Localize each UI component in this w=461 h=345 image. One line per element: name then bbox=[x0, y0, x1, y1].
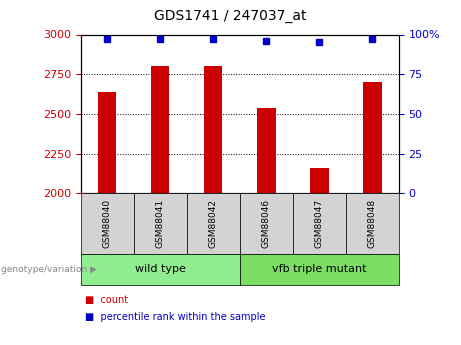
Bar bbox=[151, 66, 170, 193]
Text: GSM88046: GSM88046 bbox=[262, 199, 271, 248]
Text: wild type: wild type bbox=[135, 264, 186, 274]
Bar bbox=[204, 66, 223, 193]
Text: GSM88048: GSM88048 bbox=[368, 199, 377, 248]
Bar bbox=[310, 168, 329, 193]
Text: GSM88040: GSM88040 bbox=[103, 199, 112, 248]
Bar bbox=[98, 92, 117, 193]
Text: genotype/variation ▶: genotype/variation ▶ bbox=[1, 265, 97, 274]
Bar bbox=[257, 108, 276, 193]
Text: GSM88042: GSM88042 bbox=[209, 199, 218, 248]
Text: GDS1741 / 247037_at: GDS1741 / 247037_at bbox=[154, 9, 307, 22]
Text: ■  count: ■ count bbox=[85, 295, 129, 305]
Text: vfb triple mutant: vfb triple mutant bbox=[272, 264, 366, 274]
Bar bbox=[363, 82, 382, 193]
Text: ■  percentile rank within the sample: ■ percentile rank within the sample bbox=[85, 313, 266, 322]
Text: GSM88041: GSM88041 bbox=[156, 199, 165, 248]
Text: GSM88047: GSM88047 bbox=[315, 199, 324, 248]
